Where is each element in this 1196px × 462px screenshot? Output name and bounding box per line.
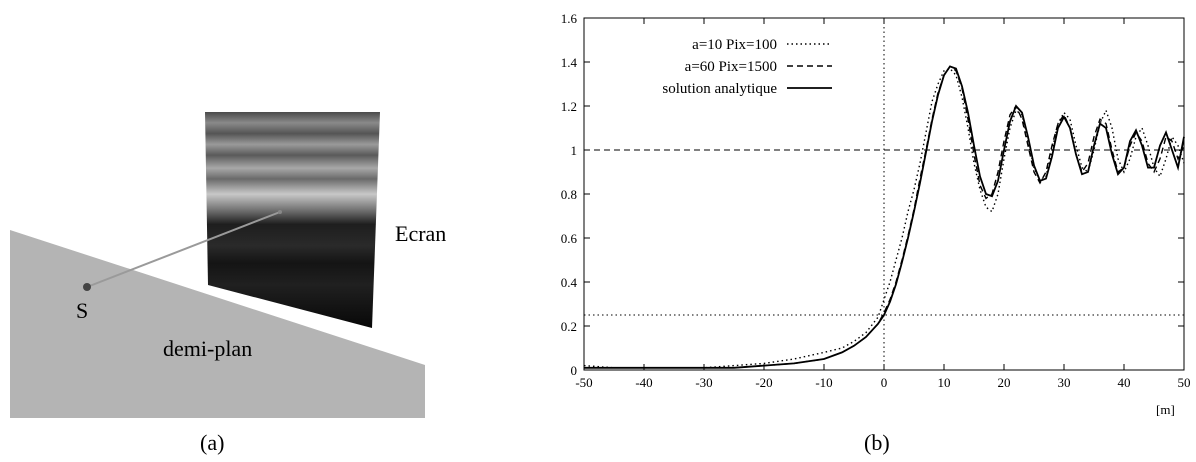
y-tick-label: 1.6 [561, 11, 578, 26]
screen-label: Ecran [395, 221, 446, 246]
x-tick-label: -30 [695, 375, 712, 390]
x-tick-label: 10 [938, 375, 951, 390]
chart-axes: -50 -40 -30 -20 -10 0 10 20 30 40 50 0 0.2 0.4 0.6 0.8 1… [561, 11, 1191, 390]
legend-label: solution analytique [662, 81, 777, 97]
x-tick-label: 40 [1118, 375, 1131, 390]
plot-series [583, 65, 1185, 369]
legend-label: a=10 Pix=100 [692, 37, 777, 53]
reference-lines [584, 18, 1184, 370]
y-tick-label: 0.8 [561, 187, 577, 202]
ray-line [86, 211, 281, 288]
y-tick-label: 1.2 [561, 99, 577, 114]
x-tick-label: -20 [755, 375, 772, 390]
y-tick-label: 1 [571, 143, 578, 158]
source-point [83, 283, 91, 291]
screen-impact-point [278, 210, 282, 214]
y-tick-label: 1.4 [561, 55, 578, 70]
x-tick-label: 30 [1058, 375, 1071, 390]
y-tick-label: 0.2 [561, 319, 577, 334]
y-tick-label: 0.4 [561, 275, 578, 290]
legend: a=10 Pix=100 a=60 Pix=1500 solution analyt… [662, 37, 832, 97]
caption-b: (b) [864, 430, 890, 455]
x-tick-label: 50 [1178, 375, 1191, 390]
legend-label: a=60 Pix=1500 [685, 59, 777, 75]
half-plane-label: demi-plan [163, 336, 252, 361]
x-tick-label: -50 [575, 375, 592, 390]
x-tick-label: 20 [998, 375, 1011, 390]
x-axis-label: [m] [1156, 402, 1175, 417]
x-tick-label: -40 [635, 375, 652, 390]
screen-panel [205, 112, 380, 328]
y-tick-label: 0.6 [561, 231, 578, 246]
series-line-3 [584, 65, 1185, 369]
y-tick-label: 0 [571, 363, 578, 378]
caption-a: (a) [200, 430, 225, 455]
scene-illustration: Ecran S demi-plan [10, 112, 446, 418]
source-label: S [76, 298, 88, 323]
x-tick-label: -10 [815, 375, 832, 390]
x-tick-label: 0 [881, 375, 888, 390]
